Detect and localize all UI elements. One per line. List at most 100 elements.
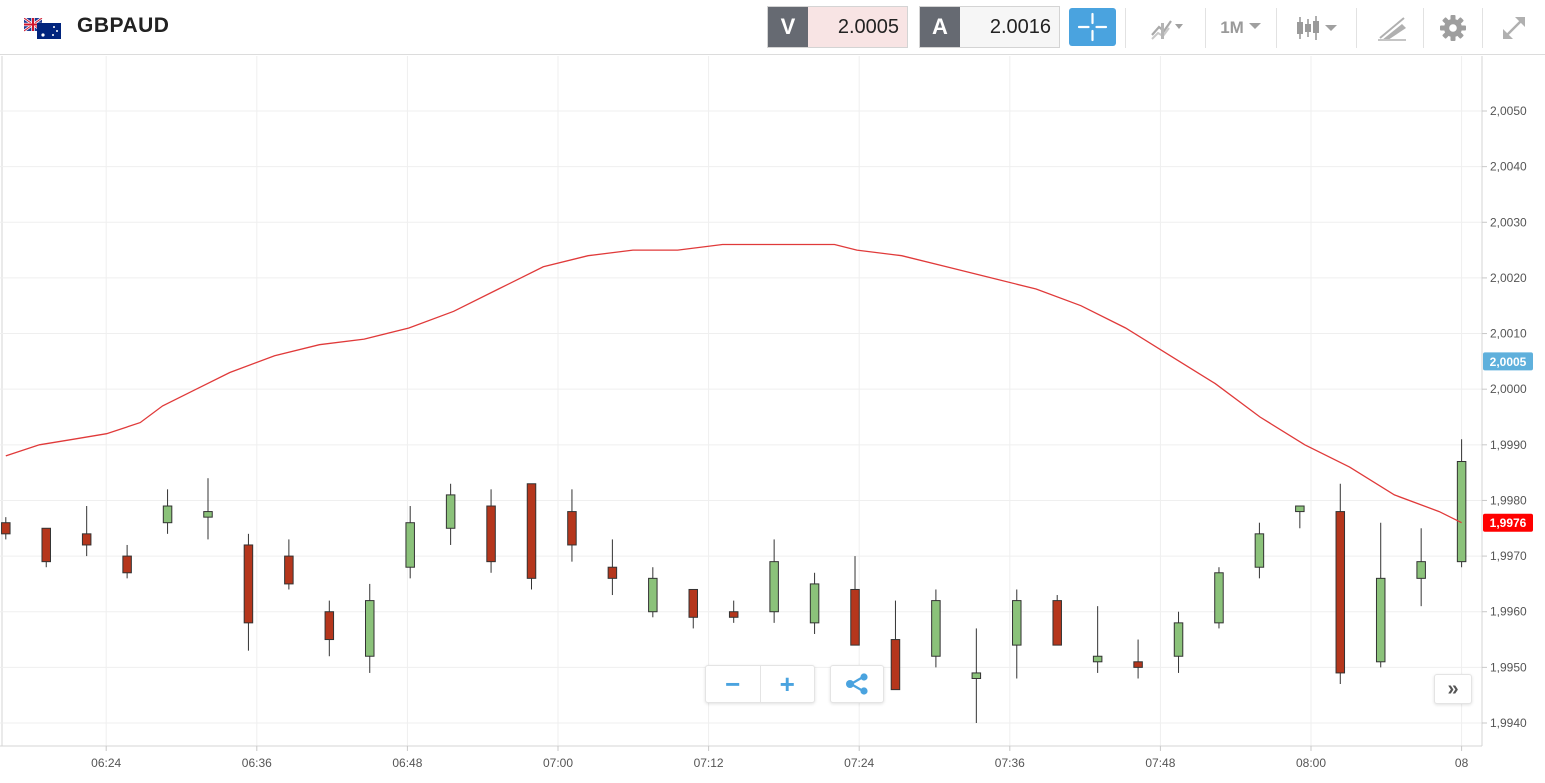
candle bbox=[1214, 567, 1224, 629]
y-tick-label: 1,9980 bbox=[1490, 493, 1527, 507]
candle-body bbox=[1456, 461, 1467, 563]
y-tick-label: 2,0020 bbox=[1490, 271, 1527, 285]
share-icon bbox=[846, 673, 868, 695]
timeframe-dropdown[interactable]: 1M bbox=[1212, 0, 1270, 55]
y-tick-label: 1,9990 bbox=[1490, 438, 1527, 452]
x-tick-label: 08 bbox=[1455, 756, 1469, 770]
candle bbox=[648, 567, 658, 618]
indicators-button[interactable] bbox=[1135, 0, 1197, 55]
candle bbox=[1335, 483, 1346, 685]
svg-text:1,9976: 1,9976 bbox=[1490, 516, 1527, 530]
candle-body bbox=[243, 544, 254, 624]
candle bbox=[122, 544, 132, 579]
candle-body bbox=[324, 611, 335, 641]
buy-button[interactable]: A 2.0016 bbox=[919, 6, 1060, 48]
sell-tag: V bbox=[768, 7, 808, 47]
candle-body bbox=[890, 639, 901, 691]
x-tick-label: 06:24 bbox=[91, 756, 121, 770]
candle-body bbox=[365, 600, 375, 657]
candle-body bbox=[809, 583, 820, 624]
candle bbox=[809, 572, 820, 634]
scroll-to-latest-button[interactable]: » bbox=[1434, 674, 1472, 704]
candle bbox=[243, 533, 254, 651]
drawing-tools-button[interactable] bbox=[1363, 0, 1421, 55]
candle bbox=[728, 600, 739, 623]
last-price-label: 1,9976 bbox=[1483, 513, 1533, 532]
x-tick-label: 07:24 bbox=[844, 756, 874, 770]
candle bbox=[41, 527, 51, 568]
candle bbox=[1012, 589, 1022, 679]
y-tick-label: 1,9960 bbox=[1490, 605, 1527, 619]
candle-body bbox=[486, 505, 496, 563]
y-tick-label: 2,0030 bbox=[1490, 215, 1527, 229]
candle-body bbox=[41, 527, 51, 563]
x-tick-label: 07:36 bbox=[995, 756, 1025, 770]
candle bbox=[486, 489, 496, 573]
candle bbox=[324, 600, 335, 657]
price-chart[interactable]: 2,0050 2,0040 2,0030 2,0020 2,0010 2,0000 1,99… bbox=[0, 56, 1545, 783]
candle-body bbox=[607, 566, 618, 579]
y-tick-label: 2,0010 bbox=[1490, 327, 1527, 341]
y-tick-label: 1,9970 bbox=[1490, 549, 1527, 563]
candle bbox=[1295, 505, 1305, 529]
x-tick-label: 08:00 bbox=[1296, 756, 1326, 770]
candle bbox=[365, 583, 375, 673]
candle-body bbox=[1, 522, 11, 535]
candle bbox=[1416, 528, 1426, 607]
candle-body bbox=[526, 483, 537, 579]
x-tick-label: 07:12 bbox=[694, 756, 724, 770]
svg-text:2,0005: 2,0005 bbox=[1490, 355, 1527, 369]
candle-body bbox=[1092, 655, 1103, 663]
buy-tag: A bbox=[920, 7, 960, 47]
candle bbox=[81, 506, 92, 557]
candle bbox=[769, 539, 779, 623]
candle-body bbox=[1214, 572, 1224, 624]
chart-type-dropdown[interactable] bbox=[1283, 0, 1349, 55]
y-tick-label: 2,0000 bbox=[1490, 382, 1527, 396]
zoom-controls: − + bbox=[705, 665, 815, 703]
crosshair-button[interactable] bbox=[1069, 8, 1116, 46]
candlestick-type-icon bbox=[1297, 15, 1337, 40]
candle-body bbox=[203, 511, 213, 518]
drawing-tool-icon bbox=[1378, 16, 1406, 41]
share-button[interactable] bbox=[830, 665, 884, 703]
candle-body bbox=[648, 577, 658, 613]
candle-body bbox=[162, 505, 173, 524]
sell-button[interactable]: V 2.0005 bbox=[767, 6, 908, 48]
toolbar: GBPAUD V 2.0005 A 2.0016 1M bbox=[0, 0, 1545, 55]
candle bbox=[890, 600, 901, 691]
x-tick-label: 07:48 bbox=[1145, 756, 1175, 770]
candle bbox=[971, 628, 982, 723]
y-tick-label: 1,9950 bbox=[1490, 660, 1527, 674]
timeframe-label: 1M bbox=[1220, 17, 1244, 37]
moving-average-line bbox=[5, 243, 1462, 524]
candle-body bbox=[284, 555, 294, 585]
candle bbox=[850, 556, 860, 646]
candle bbox=[1254, 522, 1265, 579]
buy-price: 2.0016 bbox=[960, 7, 1059, 47]
candle bbox=[931, 589, 941, 668]
bid-price-label: 2,0005 bbox=[1483, 352, 1533, 371]
candle-body bbox=[688, 588, 699, 618]
candle bbox=[526, 483, 537, 590]
australia-flag-icon bbox=[37, 23, 61, 39]
candle-body bbox=[1173, 622, 1184, 657]
candle-body bbox=[931, 600, 941, 657]
instrument-symbol: GBPAUD bbox=[77, 14, 170, 37]
candle-body bbox=[971, 672, 982, 679]
candle bbox=[1375, 522, 1386, 668]
crosshair-icon bbox=[1077, 12, 1108, 42]
candle-body bbox=[567, 511, 577, 546]
fullscreen-button[interactable] bbox=[1489, 0, 1539, 55]
candle-body bbox=[769, 561, 779, 613]
y-tick-label: 1,9940 bbox=[1490, 716, 1527, 730]
zoom-in-button[interactable]: + bbox=[759, 666, 815, 702]
candle bbox=[284, 539, 294, 590]
candle bbox=[203, 478, 213, 540]
settings-button[interactable] bbox=[1430, 0, 1476, 55]
candle bbox=[162, 489, 173, 534]
x-tick-label: 07:00 bbox=[543, 756, 573, 770]
candle-body bbox=[850, 588, 860, 646]
zoom-out-button[interactable]: − bbox=[725, 668, 741, 699]
candle bbox=[405, 506, 415, 579]
